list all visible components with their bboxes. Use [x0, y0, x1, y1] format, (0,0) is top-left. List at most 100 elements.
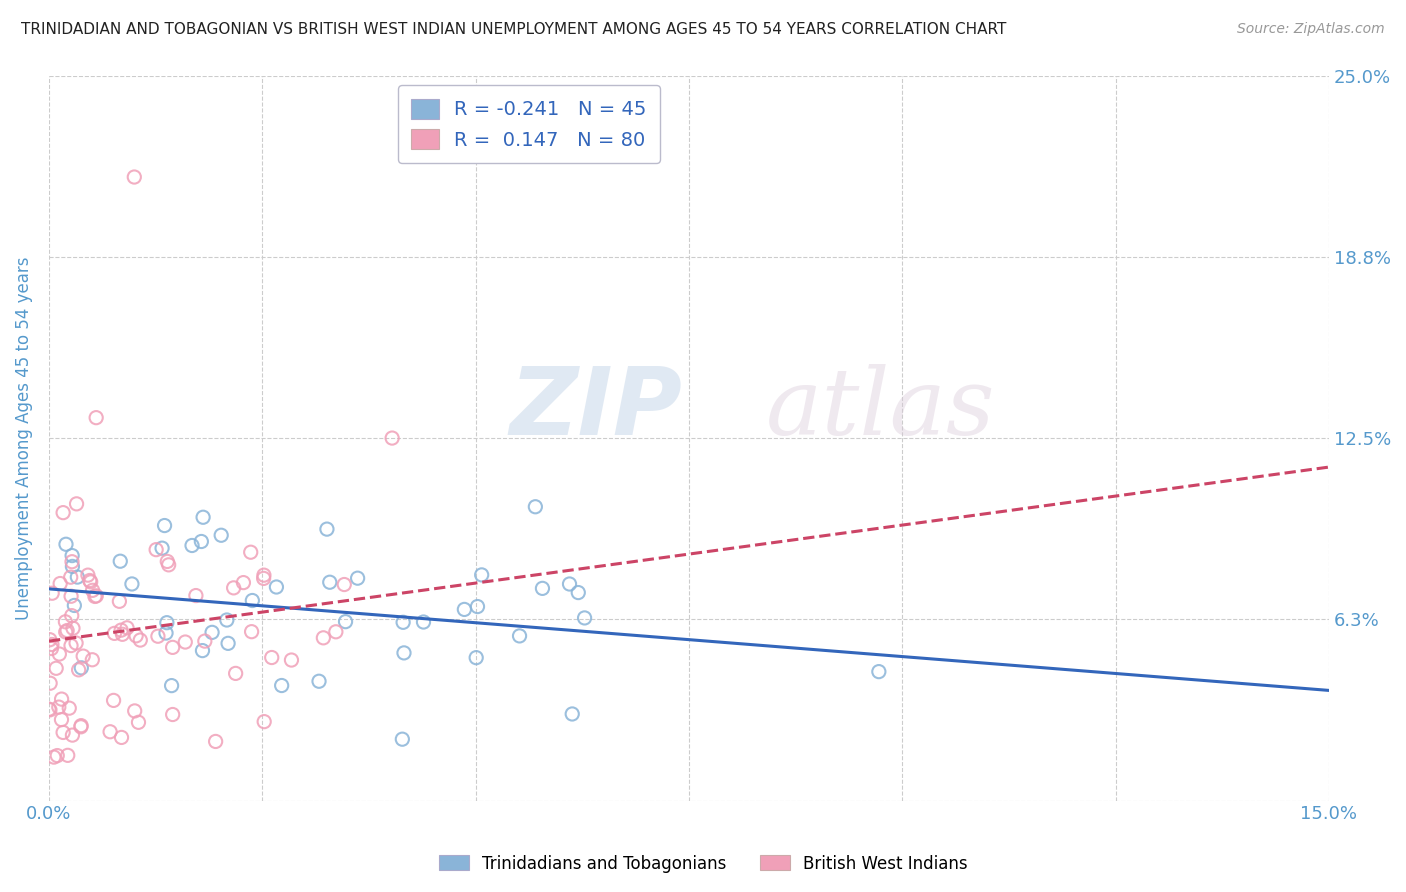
Point	[62, 728, 84, 742]
Point	[82, 583, 104, 598]
Point	[201, 625, 224, 640]
Point	[155, 626, 177, 640]
Point	[467, 599, 489, 614]
Point	[381, 431, 404, 445]
Point	[84, 589, 107, 603]
Point	[129, 633, 152, 648]
Point	[41, 638, 63, 652]
Point	[253, 568, 276, 582]
Point	[312, 631, 335, 645]
Point	[60, 639, 83, 653]
Point	[153, 518, 176, 533]
Point	[204, 734, 226, 748]
Point	[56, 748, 79, 763]
Point	[41, 641, 63, 656]
Point	[55, 537, 77, 551]
Point	[52, 725, 75, 739]
Point	[46, 748, 69, 763]
Point	[868, 665, 890, 679]
Point	[524, 500, 547, 514]
Text: atlas: atlas	[766, 364, 995, 454]
Point	[56, 624, 79, 638]
Point	[66, 570, 89, 584]
Point	[38, 702, 60, 716]
Point	[39, 703, 62, 717]
Point	[115, 621, 138, 635]
Point	[150, 541, 173, 556]
Point	[65, 636, 87, 650]
Point	[225, 666, 247, 681]
Point	[215, 613, 238, 627]
Point	[52, 506, 75, 520]
Point	[509, 629, 531, 643]
Point	[60, 549, 83, 563]
Point	[181, 539, 204, 553]
Point	[335, 615, 357, 629]
Point	[110, 623, 132, 637]
Point	[194, 634, 217, 648]
Point	[98, 724, 121, 739]
Point	[42, 750, 65, 764]
Point	[51, 692, 73, 706]
Point	[191, 510, 214, 524]
Text: ZIP: ZIP	[510, 363, 683, 455]
Point	[308, 674, 330, 689]
Point	[125, 629, 148, 643]
Point	[110, 554, 132, 568]
Point	[184, 589, 207, 603]
Point	[174, 635, 197, 649]
Point	[240, 593, 263, 607]
Point	[160, 679, 183, 693]
Point	[316, 522, 339, 536]
Point	[84, 590, 107, 604]
Point	[412, 615, 434, 629]
Point	[239, 545, 262, 559]
Point	[567, 585, 589, 599]
Point	[38, 632, 60, 647]
Point	[253, 714, 276, 729]
Point	[77, 568, 100, 582]
Point	[72, 649, 94, 664]
Point	[103, 693, 125, 707]
Point	[108, 594, 131, 608]
Point	[392, 646, 415, 660]
Point	[253, 571, 276, 585]
Point	[59, 570, 82, 584]
Point	[222, 581, 245, 595]
Point	[266, 580, 288, 594]
Point	[111, 627, 134, 641]
Point	[84, 410, 107, 425]
Point	[471, 568, 494, 582]
Point	[124, 169, 146, 184]
Point	[561, 706, 583, 721]
Point	[191, 643, 214, 657]
Point	[62, 621, 84, 635]
Point	[190, 534, 212, 549]
Point	[124, 704, 146, 718]
Point	[39, 676, 62, 690]
Point	[531, 582, 554, 596]
Point	[127, 715, 149, 730]
Point	[70, 718, 93, 732]
Point	[45, 661, 67, 675]
Point	[82, 653, 104, 667]
Point	[574, 611, 596, 625]
Point	[103, 626, 125, 640]
Point	[465, 650, 488, 665]
Point	[280, 653, 302, 667]
Point	[325, 624, 347, 639]
Point	[65, 497, 87, 511]
Point	[80, 574, 103, 589]
Point	[558, 577, 581, 591]
Point	[60, 608, 83, 623]
Point	[162, 707, 184, 722]
Point	[217, 636, 239, 650]
Point	[60, 589, 83, 603]
Point	[60, 555, 83, 569]
Point	[51, 713, 73, 727]
Point	[346, 571, 368, 585]
Point	[79, 574, 101, 588]
Point	[48, 700, 70, 714]
Point	[48, 647, 70, 661]
Point	[319, 575, 342, 590]
